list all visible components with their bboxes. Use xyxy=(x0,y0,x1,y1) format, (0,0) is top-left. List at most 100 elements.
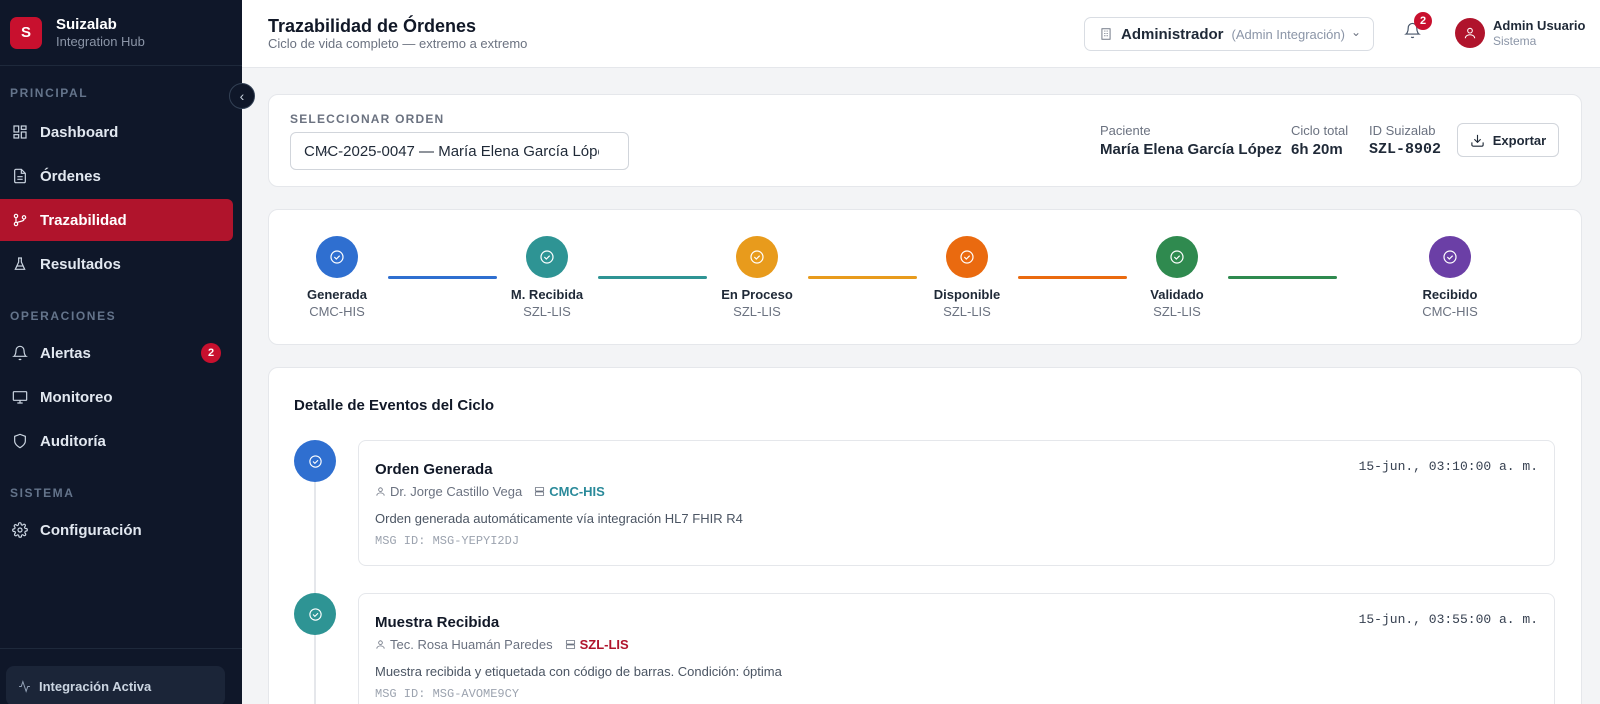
user-icon xyxy=(1464,27,1476,39)
chevron-left-icon: ‹ xyxy=(239,88,245,104)
sidebar-item-label: Monitoreo xyxy=(40,388,113,406)
step-connector xyxy=(388,276,497,279)
patient-name: María Elena García López xyxy=(1100,141,1282,158)
shield-icon xyxy=(14,433,26,449)
event-message-id: MSG ID: MSG-YEPYI2DJ xyxy=(375,534,520,548)
check-circle-icon xyxy=(960,250,974,264)
event-meta: Dr. Jorge Castillo Vega CMC-HIS xyxy=(375,484,605,499)
alerts-count-badge: 2 xyxy=(201,343,221,363)
export-button[interactable]: Exportar xyxy=(1457,123,1559,157)
step-recibido[interactable]: Recibido CMC-HIS xyxy=(1400,236,1500,319)
step-generada[interactable]: Generada CMC-HIS xyxy=(287,236,387,319)
step-validado[interactable]: Validado SZL-LIS xyxy=(1127,236,1227,319)
download-icon xyxy=(1471,134,1484,147)
step-connector xyxy=(598,276,707,279)
integration-status[interactable]: Integración Activa xyxy=(6,666,225,704)
detail-title: Detalle de Eventos del Ciclo xyxy=(294,397,495,414)
bell-icon xyxy=(1404,22,1421,39)
event-title: Muestra Recibida xyxy=(375,614,500,631)
step-status-circle xyxy=(526,236,568,278)
page-subtitle: Ciclo de vida completo — extremo a extre… xyxy=(268,36,528,51)
event-system: CMC-HIS xyxy=(534,484,605,499)
sidebar-item-dashboard[interactable]: Dashboard xyxy=(0,111,233,153)
step-system: SZL-LIS xyxy=(523,304,571,319)
event-card-muestra-recibida[interactable]: Muestra Recibida 15-jun., 03:55:00 a. m.… xyxy=(358,593,1555,704)
step-en-proceso[interactable]: En Proceso SZL-LIS xyxy=(707,236,807,319)
brand-logo: S xyxy=(10,16,42,49)
flask-icon xyxy=(14,257,26,270)
user-icon xyxy=(376,487,385,496)
timeline-line xyxy=(314,463,316,704)
export-label: Exportar xyxy=(1492,132,1547,148)
event-system-label: CMC-HIS xyxy=(549,484,605,499)
role-selector[interactable]: Administrador (Admin Integración) ⌄ xyxy=(1084,17,1374,51)
step-status-circle xyxy=(316,236,358,278)
step-system: SZL-LIS xyxy=(1153,304,1201,319)
sidebar-item-ordenes[interactable]: Órdenes xyxy=(0,155,233,197)
sidebar-item-auditoria[interactable]: Auditoría xyxy=(0,420,233,462)
event-description: Muestra recibida y etiquetada con código… xyxy=(375,664,782,679)
step-status-circle xyxy=(946,236,988,278)
activity-icon xyxy=(19,679,30,693)
check-circle-icon xyxy=(330,250,344,264)
notifications-button[interactable] xyxy=(1404,22,1426,44)
building-icon xyxy=(1101,28,1111,40)
chevron-down-icon: ⌄ xyxy=(321,143,332,157)
step-m-recibida[interactable]: M. Recibida SZL-LIS xyxy=(497,236,597,319)
sidebar-item-alertas[interactable]: Alertas 2 xyxy=(0,332,233,374)
server-icon xyxy=(565,639,575,650)
check-circle-icon xyxy=(750,250,764,264)
bell-icon xyxy=(12,345,28,361)
sidebar-item-resultados[interactable]: Resultados xyxy=(0,243,233,285)
step-status-circle xyxy=(1429,236,1471,278)
check-circle-icon xyxy=(308,454,322,468)
brand-subtitle: Integration Hub xyxy=(56,33,145,49)
step-system: SZL-LIS xyxy=(733,304,781,319)
order-card: SELECCIONAR ORDEN CMC-2025-0047 — María … xyxy=(268,94,1582,187)
sidebar-item-monitoreo[interactable]: Monitoreo xyxy=(0,376,233,418)
sidebar-item-trazabilidad[interactable]: Trazabilidad xyxy=(0,199,233,241)
check-circle-icon xyxy=(1443,250,1457,264)
event-timestamp: 15-jun., 03:10:00 a. m. xyxy=(1358,459,1538,474)
sidebar-item-label: Dashboard xyxy=(40,123,119,141)
step-system: CMC-HIS xyxy=(1422,304,1478,319)
sidebar-item-label: Auditoría xyxy=(40,432,106,450)
monitor-icon xyxy=(12,391,28,404)
sidebar-item-configuracion[interactable]: Configuración xyxy=(0,509,233,551)
document-icon xyxy=(14,168,26,184)
sidebar-collapse-button[interactable]: ‹ xyxy=(229,83,255,109)
brand[interactable]: S Suizalab Integration Hub xyxy=(0,0,242,66)
step-name: Generada xyxy=(307,287,367,302)
section-operaciones: OPERACIONES xyxy=(10,309,117,323)
event-detail-card: Detalle de Eventos del Ciclo Orden Gener… xyxy=(268,367,1582,704)
order-select-value: CMC-2025-0047 — María Elena García López xyxy=(304,142,599,160)
step-disponible[interactable]: Disponible SZL-LIS xyxy=(917,236,1017,319)
user-name[interactable]: Admin Usuario xyxy=(1493,18,1586,33)
step-name: M. Recibida xyxy=(510,287,584,302)
lifecycle-steps-card: Generada CMC-HIS M. Recibida SZL-LIS En … xyxy=(268,209,1582,345)
event-timestamp: 15-jun., 03:55:00 a. m. xyxy=(1358,612,1538,627)
step-system: SZL-LIS xyxy=(943,304,991,319)
section-sistema: SISTEMA xyxy=(10,486,75,500)
branch-icon xyxy=(13,213,27,227)
step-status-circle xyxy=(1156,236,1198,278)
step-name: Disponible xyxy=(933,287,1001,302)
sidebar-item-label: Trazabilidad xyxy=(40,211,127,229)
step-status-circle xyxy=(736,236,778,278)
user-role: Sistema xyxy=(1493,34,1537,48)
sidebar-item-label: Resultados xyxy=(40,255,121,273)
avatar[interactable] xyxy=(1455,18,1485,48)
step-name: En Proceso xyxy=(721,287,793,302)
event-card-orden-generada[interactable]: Orden Generada 15-jun., 03:10:00 a. m. D… xyxy=(358,440,1555,566)
step-connector xyxy=(1018,276,1127,279)
patient-label: Paciente xyxy=(1100,123,1151,138)
sidebar-item-label: Órdenes xyxy=(40,167,101,185)
check-circle-icon xyxy=(308,607,322,621)
role-name: Administrador xyxy=(1121,25,1224,43)
check-circle-icon xyxy=(1170,250,1184,264)
step-connector xyxy=(808,276,917,279)
dashboard-icon xyxy=(13,125,27,139)
brand-name: Suizalab xyxy=(56,15,117,33)
section-principal: PRINCIPAL xyxy=(10,86,89,100)
order-select[interactable]: CMC-2025-0047 — María Elena García López… xyxy=(290,132,629,170)
